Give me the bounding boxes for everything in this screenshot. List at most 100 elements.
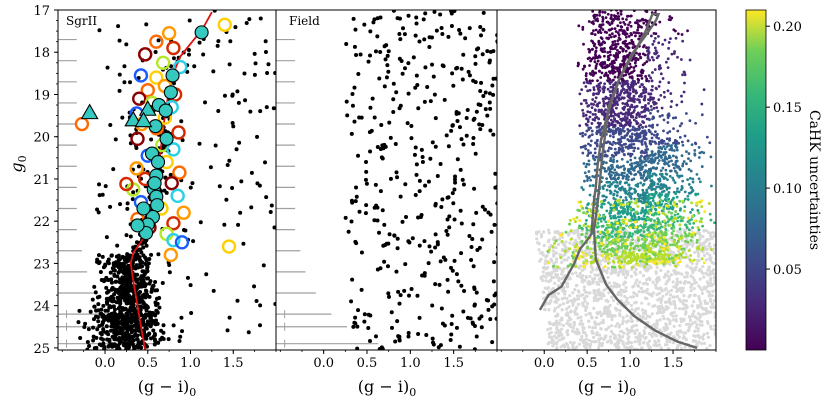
faint-source [685,237,689,241]
faint-source [597,333,602,337]
faint-source [711,230,715,235]
faint-source [688,315,692,320]
faint-source [718,345,721,348]
field-point [459,251,464,256]
faint-source [554,267,558,272]
faint-source [698,277,702,281]
faint-source [721,294,724,297]
colored-source [624,145,628,149]
source-point [228,39,233,44]
colored-source [664,199,668,202]
faint-source [541,274,546,278]
faint-source [632,329,636,333]
source-point [153,279,158,284]
field-point [368,105,373,110]
colored-source [613,147,617,151]
colored-source [643,61,647,65]
faint-source [651,291,656,295]
faint-source [581,330,585,335]
colored-source [658,257,661,261]
faint-source [708,343,712,348]
colored-source [608,134,612,138]
source-point [117,304,122,309]
colored-source [579,132,582,136]
faint-source [713,243,716,247]
field-point [393,339,398,344]
faint-source [627,330,631,334]
field-point [423,65,428,70]
faint-source [702,275,706,279]
faint-source [686,329,690,333]
faint-source [581,293,585,297]
source-point [258,303,263,308]
colored-source [658,154,661,157]
field-point [349,131,354,136]
faint-source [592,306,596,310]
colored-source [611,47,615,51]
faint-source [632,284,636,288]
colored-source [652,227,656,231]
source-point [135,253,140,258]
source-point [144,256,149,261]
field-point [375,16,380,21]
field-point [345,113,350,118]
faint-source [693,329,697,333]
source-point [241,241,246,246]
source-point [150,286,155,291]
faint-source [556,230,560,234]
field-point [349,198,354,203]
candidate-circle [149,34,164,49]
faint-source [544,275,548,279]
field-point [404,215,409,220]
colored-source [676,212,680,216]
colored-source [666,57,670,61]
faint-source [648,292,652,296]
faint-source [679,347,684,350]
faint-source [696,312,701,316]
source-point [112,329,117,334]
colored-source [653,133,656,137]
field-point [371,20,376,25]
source-point [126,345,131,350]
faint-source [712,268,716,272]
faint-source [692,286,696,291]
faint-source [588,311,592,315]
source-point [143,261,148,266]
field-point [491,132,496,137]
colored-source [589,178,593,182]
field-point [398,37,403,42]
source-point [120,276,125,281]
faint-source [698,319,702,323]
faint-source [666,279,670,283]
faint-source [607,291,611,295]
colored-source [666,131,670,135]
faint-source [613,324,618,328]
faint-source [703,299,707,303]
colored-source [613,75,617,79]
field-point [460,177,465,182]
field-point [413,145,418,150]
faint-source [548,335,552,339]
colored-source [610,182,614,186]
source-point [198,220,203,225]
source-point [225,162,230,167]
faint-source [706,321,710,325]
colored-source [667,164,671,168]
colored-source [584,72,588,75]
faint-source [605,307,609,311]
faint-source [650,335,654,339]
field-point [406,61,411,66]
faint-source [665,300,669,304]
candidate-circle [166,142,181,157]
faint-source [655,319,659,323]
source-point [104,235,109,240]
field-point [454,272,459,277]
faint-source [638,280,642,284]
source-point [155,310,160,315]
faint-source [587,291,591,295]
faint-source [594,339,598,344]
colored-source [610,159,613,163]
field-point [478,127,483,132]
faint-source [548,278,552,283]
colored-source [599,205,603,209]
